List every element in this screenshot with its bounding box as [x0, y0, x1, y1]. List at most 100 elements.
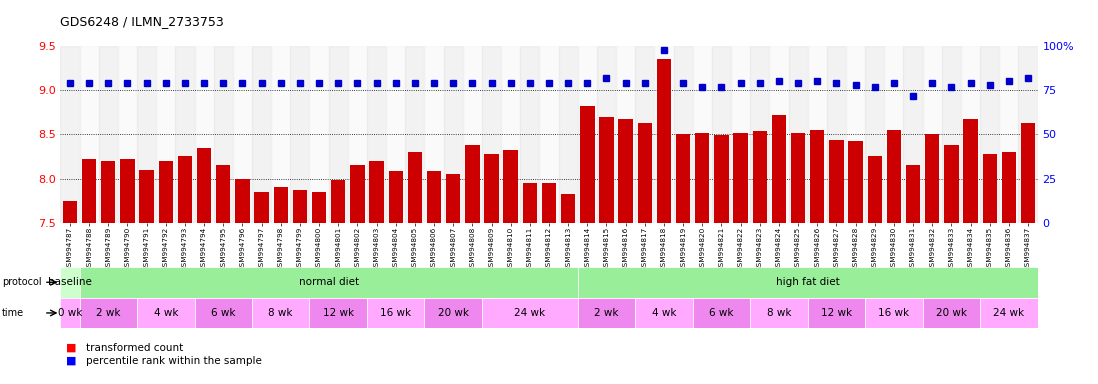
Bar: [600, 117, 614, 223]
Bar: [427, 172, 441, 223]
Bar: [389, 172, 403, 223]
Bar: [1021, 123, 1035, 223]
Bar: [925, 134, 940, 223]
Text: ■: ■: [66, 356, 77, 366]
Bar: [636, 46, 654, 223]
Bar: [636, 298, 693, 328]
Bar: [750, 298, 808, 328]
Bar: [466, 145, 480, 223]
Bar: [922, 298, 981, 328]
Bar: [504, 150, 518, 223]
Bar: [253, 46, 271, 223]
Bar: [197, 148, 211, 223]
Text: protocol: protocol: [2, 277, 42, 287]
Text: 12 wk: 12 wk: [821, 308, 852, 318]
Bar: [520, 46, 539, 223]
Bar: [446, 174, 460, 223]
Bar: [235, 179, 249, 223]
Bar: [961, 46, 981, 223]
Bar: [425, 298, 482, 328]
Bar: [255, 192, 269, 223]
Bar: [999, 46, 1019, 223]
Bar: [216, 165, 231, 223]
Bar: [541, 183, 557, 223]
Bar: [178, 157, 192, 223]
Text: 4 wk: 4 wk: [652, 308, 676, 318]
Text: baseline: baseline: [48, 277, 92, 287]
Bar: [731, 46, 750, 223]
Text: 4 wk: 4 wk: [154, 308, 178, 318]
Bar: [328, 46, 348, 223]
Bar: [82, 159, 97, 223]
Bar: [791, 132, 805, 223]
Bar: [750, 46, 770, 223]
Text: 0 wk: 0 wk: [58, 308, 82, 318]
Bar: [79, 46, 99, 223]
Bar: [273, 187, 288, 223]
Bar: [462, 46, 482, 223]
Bar: [425, 46, 444, 223]
Text: normal diet: normal diet: [299, 277, 359, 287]
Bar: [693, 46, 712, 223]
Bar: [906, 165, 920, 223]
Text: ■: ■: [66, 343, 77, 353]
Bar: [350, 165, 365, 223]
Bar: [367, 46, 386, 223]
Bar: [578, 267, 1038, 298]
Bar: [312, 192, 326, 223]
Bar: [561, 194, 575, 223]
Bar: [676, 134, 691, 223]
Bar: [657, 60, 671, 223]
Bar: [944, 145, 959, 223]
Bar: [290, 46, 310, 223]
Bar: [963, 119, 977, 223]
Bar: [310, 46, 328, 223]
Bar: [156, 46, 176, 223]
Bar: [330, 180, 346, 223]
Bar: [1001, 152, 1016, 223]
Bar: [712, 46, 731, 223]
Bar: [158, 161, 173, 223]
Text: 2 wk: 2 wk: [96, 308, 121, 318]
Bar: [618, 119, 632, 223]
Bar: [788, 46, 808, 223]
Bar: [484, 154, 498, 223]
Bar: [559, 46, 578, 223]
Text: percentile rank within the sample: percentile rank within the sample: [86, 356, 261, 366]
Bar: [348, 46, 367, 223]
Bar: [983, 154, 997, 223]
Bar: [482, 298, 578, 328]
Text: 16 wk: 16 wk: [878, 308, 909, 318]
Bar: [101, 161, 115, 223]
Bar: [117, 46, 137, 223]
Bar: [845, 46, 865, 223]
Bar: [810, 130, 825, 223]
Bar: [253, 298, 310, 328]
Bar: [597, 46, 616, 223]
Bar: [693, 298, 750, 328]
Bar: [673, 46, 693, 223]
Bar: [501, 46, 520, 223]
Text: 6 wk: 6 wk: [709, 308, 733, 318]
Bar: [1019, 46, 1038, 223]
Bar: [60, 46, 79, 223]
Bar: [405, 46, 425, 223]
Text: 20 wk: 20 wk: [438, 308, 469, 318]
Bar: [63, 201, 77, 223]
Bar: [233, 46, 253, 223]
Bar: [942, 46, 961, 223]
Bar: [194, 46, 214, 223]
Bar: [904, 46, 922, 223]
Bar: [733, 132, 748, 223]
Bar: [444, 46, 462, 223]
Bar: [176, 46, 194, 223]
Bar: [482, 46, 501, 223]
Bar: [715, 135, 729, 223]
Bar: [981, 46, 999, 223]
Text: 12 wk: 12 wk: [323, 308, 354, 318]
Text: 20 wk: 20 wk: [935, 308, 967, 318]
Bar: [369, 161, 383, 223]
Bar: [922, 46, 942, 223]
Bar: [884, 46, 904, 223]
Bar: [638, 123, 652, 223]
